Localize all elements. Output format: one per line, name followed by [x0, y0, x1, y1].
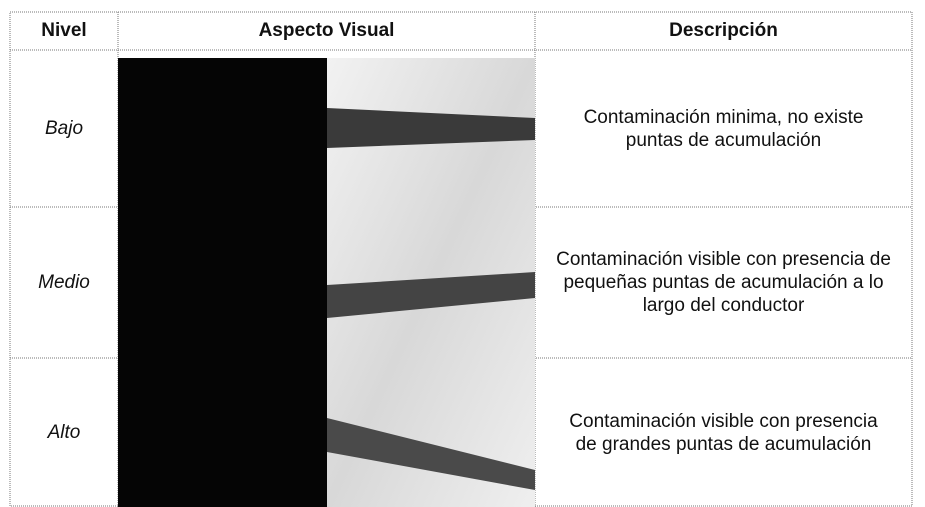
header-cell: Nivel	[41, 20, 87, 41]
header-cell: Aspecto Visual	[258, 20, 395, 41]
conductor	[327, 272, 535, 318]
description-cell: Contaminación minima, no existe puntas d…	[583, 106, 864, 151]
level-cell: Bajo	[44, 117, 84, 139]
description-cell: Contaminación visible con presencia de p…	[556, 249, 891, 316]
description-cell: Contaminación visible con presencia de g…	[569, 410, 878, 455]
conductor	[327, 108, 535, 148]
level-cell: Alto	[47, 421, 81, 443]
level-cell: Medio	[38, 271, 90, 293]
conductor	[327, 418, 535, 490]
photo-dark	[118, 58, 327, 507]
header-cell: Descripción	[669, 20, 778, 41]
